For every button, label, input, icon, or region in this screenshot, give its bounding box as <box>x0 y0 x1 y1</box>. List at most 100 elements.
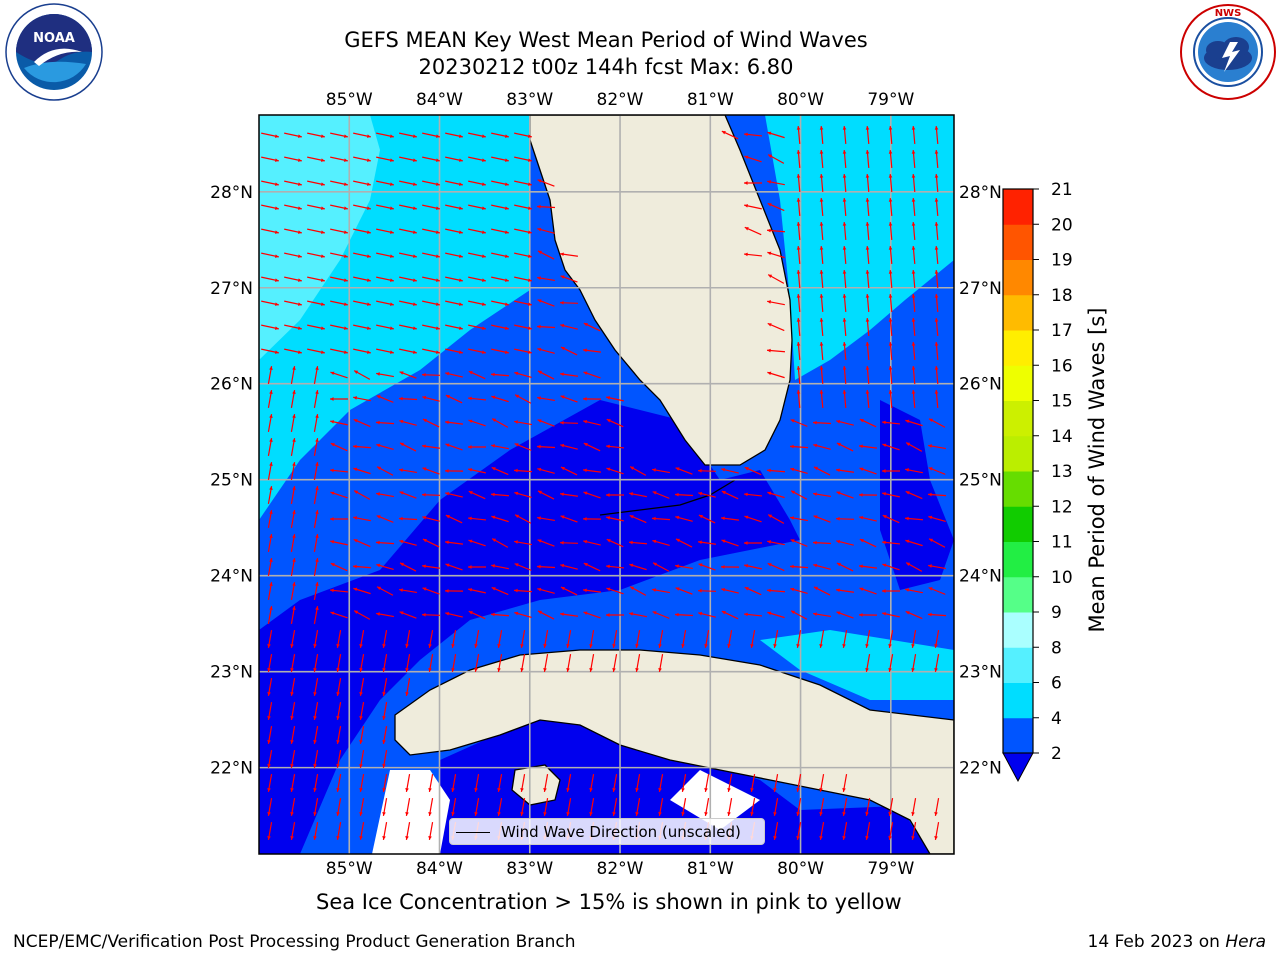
wind-arrow <box>353 300 371 306</box>
wind-arrow <box>399 562 417 572</box>
wind-arrow <box>911 125 916 145</box>
wind-arrow <box>399 204 417 210</box>
colorbar-tick-label: 11 <box>1051 533 1073 553</box>
wind-arrow <box>290 630 296 648</box>
wind-arrow <box>720 565 740 569</box>
wind-arrow <box>267 606 273 624</box>
cuba-land <box>394 649 954 854</box>
wind-arrow <box>313 654 319 672</box>
wind-arrow <box>744 181 762 185</box>
wind-arrow <box>934 197 939 217</box>
wind-arrow <box>842 245 847 265</box>
wind-arrow <box>681 630 687 648</box>
wind-arrow <box>720 516 740 521</box>
sea-ice-note: Sea Ice Concentration > 15% is shown in … <box>316 890 902 914</box>
wind-arrow <box>353 538 371 548</box>
wind-arrow <box>405 630 411 648</box>
wind-arrow <box>405 774 411 792</box>
wind-arrow <box>543 798 549 816</box>
wind-arrow <box>313 774 319 792</box>
wind-arrow <box>858 613 878 617</box>
wind-arrow <box>836 588 854 593</box>
wind-arrow <box>789 564 809 569</box>
wind-arrow <box>934 822 940 840</box>
wind-arrow <box>267 774 273 792</box>
wind-arrow <box>859 467 877 475</box>
wind-arrow <box>399 419 417 426</box>
wind-arrow <box>629 514 647 524</box>
wind-arrow <box>514 371 532 379</box>
wind-arrow <box>445 348 463 354</box>
wind-arrow <box>284 156 302 162</box>
wind-arrow <box>882 514 900 524</box>
wind-arrow <box>359 726 365 744</box>
wind-arrow <box>934 317 939 337</box>
wind-arrow <box>750 630 756 648</box>
wind-arrow <box>905 610 923 620</box>
wind-arrow <box>468 419 486 427</box>
wind-arrow <box>376 372 394 378</box>
colorbar-segment <box>1003 647 1033 683</box>
wind-arrow <box>911 293 916 313</box>
wind-arrow <box>468 228 486 234</box>
wind-arrow <box>313 702 319 720</box>
wind-arrow <box>290 366 296 384</box>
wind-arrow <box>560 443 578 450</box>
wind-arrow <box>767 274 785 284</box>
wind-arrow <box>536 444 556 449</box>
wind-arrow <box>560 372 578 377</box>
wind-arrow <box>428 774 434 792</box>
wind-arrow <box>329 468 349 473</box>
wind-arrow <box>491 586 509 596</box>
wind-arrow <box>836 419 854 426</box>
wind-arrow <box>583 491 601 499</box>
wind-arrow <box>313 486 319 504</box>
wind-arrow <box>629 466 647 476</box>
wind-arrow <box>813 466 831 476</box>
wind-arrow <box>422 180 440 186</box>
wind-arrow <box>635 798 641 816</box>
wind-arrow <box>399 611 417 619</box>
wind-arrow <box>382 630 388 648</box>
wind-arrow <box>675 538 693 548</box>
wind-arrow <box>267 654 273 672</box>
wind-arrow <box>859 516 877 522</box>
wind-arrow <box>789 444 809 449</box>
wind-arrow <box>353 324 371 330</box>
axis-tick-label: 83°W <box>506 90 553 110</box>
white-coastal-zone-2 <box>670 770 760 830</box>
wind-arrow <box>589 630 595 648</box>
wind-arrow <box>330 132 348 138</box>
wind-arrow <box>583 322 601 332</box>
wind-arrow <box>697 468 717 473</box>
wind-arrow <box>881 420 901 425</box>
wind-arrow <box>842 822 848 840</box>
noaa-logo: NOAA <box>5 3 103 101</box>
wind-arrow <box>353 587 371 595</box>
wind-arrow <box>652 539 670 547</box>
wind-arrow <box>537 347 555 354</box>
wind-arrow <box>566 630 572 648</box>
wind-arrow <box>514 276 532 282</box>
chart-subtitle: 20230212 t00z 144h fcst Max: 6.80 <box>418 55 794 79</box>
wind-arrow <box>284 132 302 138</box>
wind-arrow <box>652 468 670 474</box>
wind-arrow <box>353 180 371 186</box>
wind-arrow <box>629 612 647 618</box>
wind-arrow <box>934 173 939 193</box>
wind-arrow <box>290 702 296 720</box>
wind-arrow <box>497 798 503 816</box>
wind-arrow <box>261 132 279 138</box>
colorbar-tick-label: 15 <box>1051 392 1073 412</box>
wind-arrow <box>721 130 739 140</box>
wind-arrow <box>497 654 503 672</box>
wind-arrow <box>491 444 509 450</box>
wind-arrow <box>422 156 440 162</box>
wind-arrow <box>399 156 417 162</box>
wind-arrow <box>612 798 618 816</box>
wind-arrow <box>261 204 279 210</box>
wind-arrow <box>858 564 878 569</box>
wind-arrow <box>514 563 532 571</box>
wind-arrow <box>744 155 762 163</box>
